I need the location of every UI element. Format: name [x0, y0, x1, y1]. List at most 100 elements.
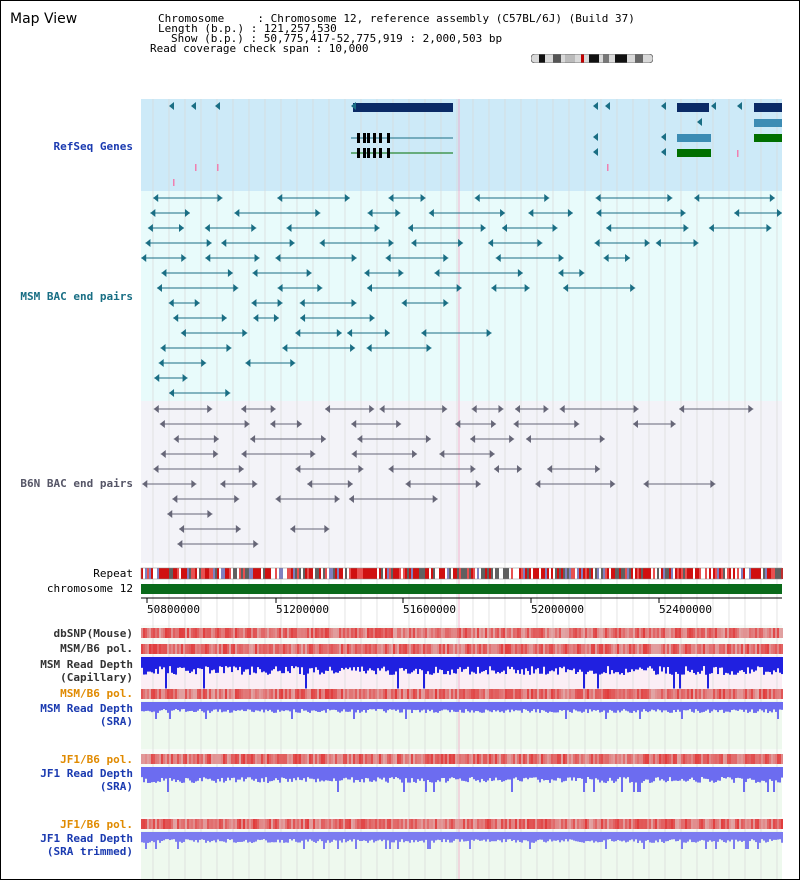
heat-cell	[147, 628, 149, 638]
heat-cell	[635, 819, 637, 829]
heat-cell	[185, 689, 187, 699]
depth-bar	[315, 702, 317, 712]
heat-cell	[201, 819, 203, 829]
heat-cell	[147, 689, 149, 699]
depth-bar	[675, 657, 677, 672]
repeat-cell	[471, 568, 473, 579]
heat-cell	[397, 819, 399, 829]
depth-bar	[499, 702, 501, 713]
heat-cell	[563, 628, 565, 638]
depth-bar	[315, 767, 317, 783]
bac-end	[442, 405, 448, 413]
gene-exon	[357, 133, 360, 143]
depth-bar	[205, 702, 207, 719]
page-title: Map View	[10, 11, 78, 27]
label-repeat[interactable]: Repeat	[93, 567, 133, 580]
heat-cell	[351, 644, 353, 654]
depth-bar	[493, 832, 495, 842]
heat-cell	[555, 644, 557, 654]
heat-cell	[499, 819, 501, 829]
label-msm-b6-pol[interactable]: MSM/B6 pol.	[60, 642, 133, 655]
heat-cell	[433, 819, 435, 829]
depth-bar	[331, 657, 333, 671]
depth-bar	[529, 767, 531, 778]
label-refseq[interactable]: RefSeq Genes	[53, 140, 133, 153]
heat-cell	[641, 754, 643, 764]
depth-bar	[773, 702, 775, 710]
depth-bar	[191, 832, 193, 841]
heat-cell	[225, 819, 227, 829]
heat-cell	[473, 754, 475, 764]
depth-bar	[595, 767, 597, 779]
label-jf1-depth-trim[interactable]: JF1 Read Depth	[40, 832, 133, 845]
label-jf1-b6-pol[interactable]: JF1/B6 pol.	[60, 753, 133, 766]
heat-cell	[217, 628, 219, 638]
heat-cell	[541, 644, 543, 654]
repeat-cell	[713, 568, 715, 579]
heat-cell	[409, 819, 411, 829]
depth-bar	[319, 832, 321, 840]
heat-cell	[459, 754, 461, 764]
depth-bar	[277, 702, 279, 710]
heat-cell	[281, 644, 283, 654]
heat-cell	[267, 644, 269, 654]
label-jf1-depth-sra[interactable]: JF1 Read Depth	[40, 767, 133, 780]
depth-bar	[183, 702, 185, 710]
heat-cell	[437, 644, 439, 654]
depth-bar	[359, 702, 361, 713]
heat-cell	[185, 628, 187, 638]
heat-cell	[737, 644, 739, 654]
heat-cell	[203, 628, 205, 638]
heat-cell	[625, 644, 627, 654]
header-show: Show (b.p.) : 50,775,417-52,775,919 : 2,…	[171, 32, 503, 45]
heat-cell	[253, 644, 255, 654]
label-msm-depth-sra[interactable]: MSM Read Depth	[40, 702, 133, 715]
repeat-cell	[609, 568, 611, 579]
heat-cell	[243, 819, 245, 829]
depth-bar	[621, 657, 623, 674]
heat-cell	[735, 754, 737, 764]
heat-cell	[535, 754, 537, 764]
heat-cell	[727, 628, 729, 638]
repeat-cell	[157, 568, 159, 579]
repeat-cell	[403, 568, 405, 579]
heat-cell	[273, 689, 275, 699]
heat-cell	[309, 819, 311, 829]
heat-cell	[509, 628, 511, 638]
label-jf1-b6-pol-2[interactable]: JF1/B6 pol.	[60, 818, 133, 831]
heat-cell	[471, 628, 473, 638]
depth-bar	[291, 767, 293, 782]
depth-bar	[551, 657, 553, 671]
label-dbsnp[interactable]: dbSNP(Mouse)	[53, 627, 133, 640]
repeat-cell	[651, 568, 653, 579]
depth-bar	[777, 702, 779, 719]
depth-bar	[685, 767, 687, 782]
depth-bar	[253, 702, 255, 713]
heat-cell	[369, 689, 371, 699]
depth-bar	[587, 767, 589, 778]
heat-cell	[319, 754, 321, 764]
label-b6n-bac[interactable]: B6N BAC end pairs	[20, 477, 133, 490]
label-msm-b6-pol-2[interactable]: MSM/B6 pol.	[60, 687, 133, 700]
repeat-cell	[559, 568, 561, 579]
label-msm-bac[interactable]: MSM BAC end pairs	[20, 290, 133, 303]
depth-bar	[181, 657, 183, 668]
label-chromosome[interactable]: chromosome 12	[46, 582, 133, 595]
chromosome-ideogram[interactable]	[531, 54, 653, 63]
depth-bar	[397, 832, 399, 849]
heat-cell	[739, 689, 741, 699]
depth-bar	[769, 702, 771, 712]
heat-cell	[513, 819, 515, 829]
heat-cell	[749, 819, 751, 829]
heat-cell	[267, 819, 269, 829]
repeat-cell	[637, 568, 639, 579]
heat-cell	[289, 644, 291, 654]
heat-cell	[381, 754, 383, 764]
depth-bar	[171, 702, 173, 711]
label-msm-depth-capillary[interactable]: MSM Read Depth	[40, 658, 133, 671]
heat-cell	[413, 689, 415, 699]
heat-cell	[187, 754, 189, 764]
depth-bar	[751, 702, 753, 710]
heat-cell	[293, 644, 295, 654]
